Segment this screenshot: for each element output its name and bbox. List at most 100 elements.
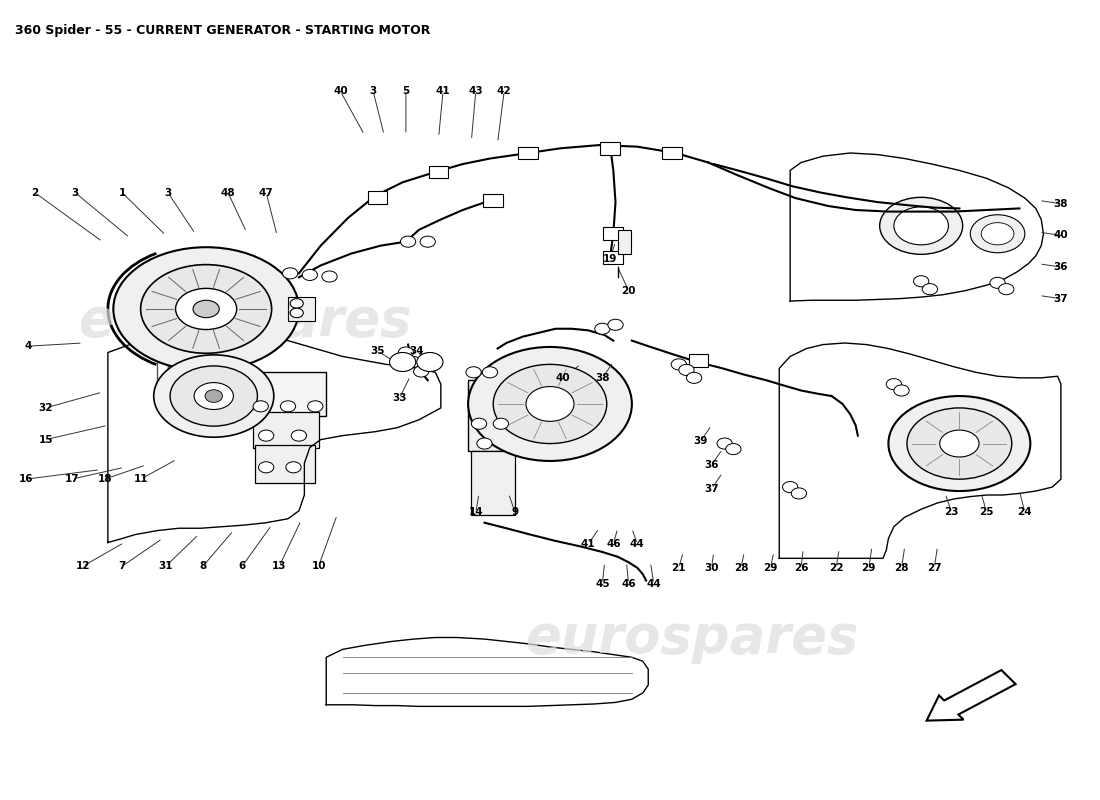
Circle shape	[608, 319, 623, 330]
Text: 3: 3	[370, 86, 377, 96]
Circle shape	[400, 236, 416, 247]
Text: 1: 1	[119, 187, 125, 198]
Circle shape	[726, 443, 741, 454]
Circle shape	[717, 438, 733, 449]
Text: 7: 7	[119, 562, 125, 571]
Circle shape	[322, 271, 337, 282]
Circle shape	[999, 284, 1014, 294]
Text: 38: 38	[1054, 198, 1068, 209]
Text: 39: 39	[693, 436, 707, 446]
Ellipse shape	[290, 308, 304, 318]
Ellipse shape	[880, 198, 962, 254]
Circle shape	[990, 278, 1005, 288]
Bar	[472, 451, 515, 514]
Text: 10: 10	[311, 562, 326, 571]
Text: 12: 12	[76, 562, 90, 571]
Ellipse shape	[258, 430, 274, 441]
Circle shape	[420, 236, 436, 247]
Text: 14: 14	[469, 507, 483, 518]
Bar	[662, 146, 682, 159]
Text: 37: 37	[1054, 294, 1068, 304]
Ellipse shape	[170, 366, 257, 426]
Ellipse shape	[205, 390, 222, 402]
Text: 22: 22	[828, 563, 844, 573]
Bar	[469, 380, 534, 451]
Text: 360 Spider - 55 - CURRENT GENERATOR - STARTING MOTOR: 360 Spider - 55 - CURRENT GENERATOR - ST…	[15, 24, 430, 37]
Ellipse shape	[526, 386, 574, 422]
Circle shape	[782, 482, 797, 493]
Text: 28: 28	[894, 563, 909, 573]
Bar	[618, 230, 630, 254]
Text: 47: 47	[258, 187, 274, 198]
Bar	[244, 372, 327, 416]
Text: 41: 41	[581, 539, 595, 549]
Text: 27: 27	[927, 563, 942, 573]
Bar	[288, 297, 316, 321]
Text: 9: 9	[512, 507, 518, 518]
Text: 40: 40	[556, 373, 571, 383]
FancyArrow shape	[926, 670, 1015, 721]
Bar	[253, 412, 319, 447]
Bar	[518, 146, 538, 159]
Text: 32: 32	[39, 403, 53, 413]
Ellipse shape	[469, 347, 631, 461]
Ellipse shape	[154, 355, 274, 438]
Circle shape	[894, 385, 910, 396]
Ellipse shape	[253, 401, 268, 412]
Text: eurospares: eurospares	[78, 295, 411, 347]
Text: 24: 24	[1018, 507, 1032, 518]
Text: 25: 25	[979, 507, 994, 518]
Text: 23: 23	[945, 507, 959, 518]
Text: 20: 20	[621, 286, 636, 296]
Text: 43: 43	[469, 86, 483, 96]
Ellipse shape	[889, 396, 1031, 491]
Ellipse shape	[286, 462, 301, 473]
Text: 34: 34	[409, 346, 425, 356]
Text: 2: 2	[31, 187, 38, 198]
Ellipse shape	[290, 298, 304, 308]
Text: 33: 33	[392, 394, 407, 403]
Ellipse shape	[894, 207, 948, 245]
Circle shape	[595, 323, 610, 334]
Circle shape	[302, 270, 318, 281]
Circle shape	[283, 268, 298, 279]
Text: 19: 19	[603, 254, 617, 264]
Circle shape	[922, 284, 937, 294]
Text: 37: 37	[704, 484, 719, 494]
Ellipse shape	[493, 418, 508, 430]
Text: 40: 40	[333, 86, 348, 96]
Ellipse shape	[280, 401, 296, 412]
Circle shape	[791, 488, 806, 499]
Ellipse shape	[113, 247, 299, 370]
Text: 45: 45	[595, 578, 609, 589]
Circle shape	[686, 372, 702, 383]
Ellipse shape	[292, 430, 307, 441]
Text: 16: 16	[19, 474, 33, 484]
Text: 26: 26	[794, 563, 808, 573]
Text: 31: 31	[158, 562, 173, 571]
Circle shape	[913, 276, 928, 286]
Text: 18: 18	[97, 474, 112, 484]
Text: 3: 3	[164, 187, 172, 198]
Circle shape	[406, 357, 421, 367]
Circle shape	[887, 378, 902, 390]
Text: 11: 11	[133, 474, 147, 484]
Ellipse shape	[308, 401, 323, 412]
Bar	[367, 191, 387, 204]
Text: 3: 3	[72, 187, 79, 198]
Text: 46: 46	[621, 578, 636, 589]
Text: 42: 42	[497, 86, 512, 96]
Bar	[689, 354, 708, 366]
Text: 35: 35	[371, 346, 385, 356]
Text: 41: 41	[436, 86, 450, 96]
Text: 21: 21	[672, 563, 686, 573]
Ellipse shape	[192, 300, 219, 318]
Text: 29: 29	[861, 563, 876, 573]
Text: 40: 40	[1054, 230, 1068, 240]
Ellipse shape	[472, 418, 486, 430]
Text: 48: 48	[221, 187, 235, 198]
Circle shape	[398, 347, 414, 358]
Circle shape	[482, 366, 497, 378]
Bar	[604, 251, 623, 264]
Ellipse shape	[389, 353, 416, 371]
